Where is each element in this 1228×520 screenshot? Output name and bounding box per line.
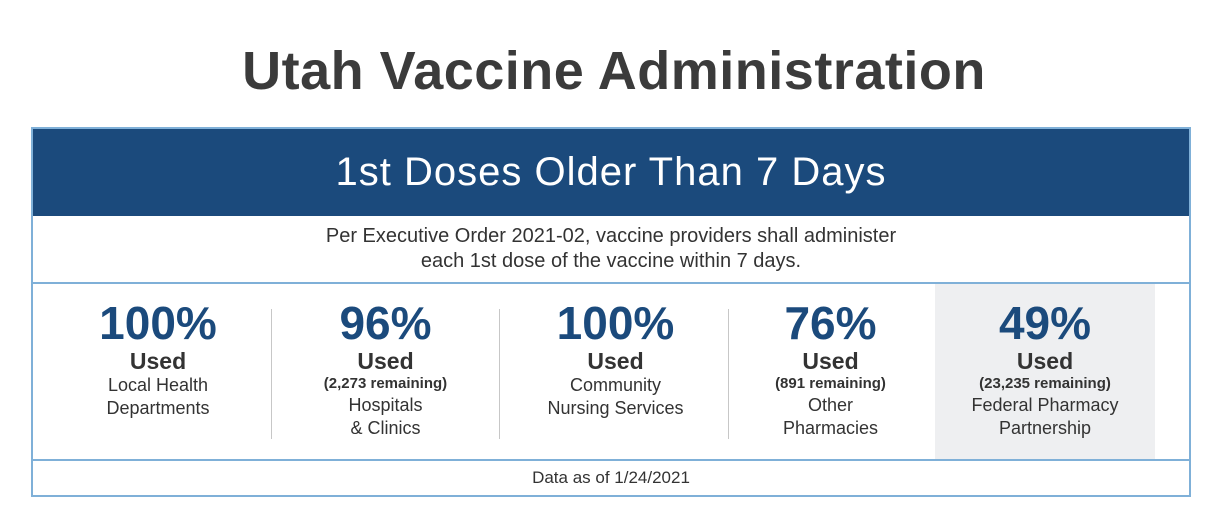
- stat-desc-line-2: Departments: [106, 398, 210, 418]
- stat-percent: 49%: [998, 297, 1092, 349]
- stat-percent: 100%: [556, 297, 675, 349]
- stat-used-label: Used: [587, 348, 644, 374]
- divider: [33, 459, 1189, 461]
- stat-remaining: (891 remaining): [775, 375, 886, 392]
- executive-order-text: Per Executive Order 2021-02, vaccine pro…: [33, 220, 1189, 280]
- column-divider: [728, 309, 729, 439]
- order-line-2: each 1st dose of the vaccine within 7 da…: [420, 250, 802, 272]
- stat-percent: 76%: [784, 297, 877, 349]
- stat-desc-line-2: & Clinics: [350, 418, 421, 438]
- divider: [33, 282, 1189, 284]
- stat-remaining: (23,235 remaining): [979, 375, 1111, 392]
- stat-used-label: Used: [129, 348, 187, 374]
- stat-used-label: Used: [1016, 348, 1074, 374]
- order-line-1: Per Executive Order 2021-02, vaccine pro…: [325, 225, 897, 247]
- stat-percent: 100%: [99, 297, 217, 349]
- stat-desc-line-2: Nursing Services: [547, 398, 684, 418]
- stat-percent: 96%: [339, 297, 432, 349]
- stat-desc-line-1: Other: [807, 395, 854, 415]
- column-divider: [499, 309, 500, 439]
- stat-desc-line-1: Hospitals: [348, 395, 423, 415]
- stat-desc-line-1: Local Health: [107, 375, 209, 395]
- stat-desc-line-2: Pharmacies: [782, 418, 879, 438]
- stat-desc-line-1: Community: [569, 375, 662, 395]
- stat-desc-line-1: Federal Pharmacy: [971, 395, 1119, 415]
- stats-row: 100% Used Local Health Departments 96% U…: [33, 284, 1189, 459]
- stat-local-health-departments: 100% Used Local Health Departments: [53, 284, 263, 459]
- stat-federal-pharmacy-partnership: 49% Used (23,235 remaining) Federal Phar…: [935, 284, 1155, 459]
- data-as-of-note: Data as of 1/24/2021: [532, 468, 690, 487]
- banner-heading: 1st Doses Older Than 7 Days: [33, 129, 1189, 216]
- stat-community-nursing-services: 100% Used Community Nursing Services: [503, 284, 728, 459]
- column-divider: [271, 309, 272, 439]
- stat-used-label: Used: [357, 348, 414, 374]
- stat-remaining: (2,273 remaining): [323, 375, 448, 392]
- stat-desc-line-2: Partnership: [998, 418, 1092, 438]
- stat-hospitals-clinics: 96% Used (2,273 remaining) Hospitals & C…: [278, 284, 493, 459]
- page-title: Utah Vaccine Administration: [242, 41, 986, 101]
- stat-other-pharmacies: 76% Used (891 remaining) Other Pharmacie…: [738, 284, 923, 459]
- vaccine-panel: 1st Doses Older Than 7 Days Per Executiv…: [31, 127, 1191, 497]
- stat-used-label: Used: [802, 348, 859, 374]
